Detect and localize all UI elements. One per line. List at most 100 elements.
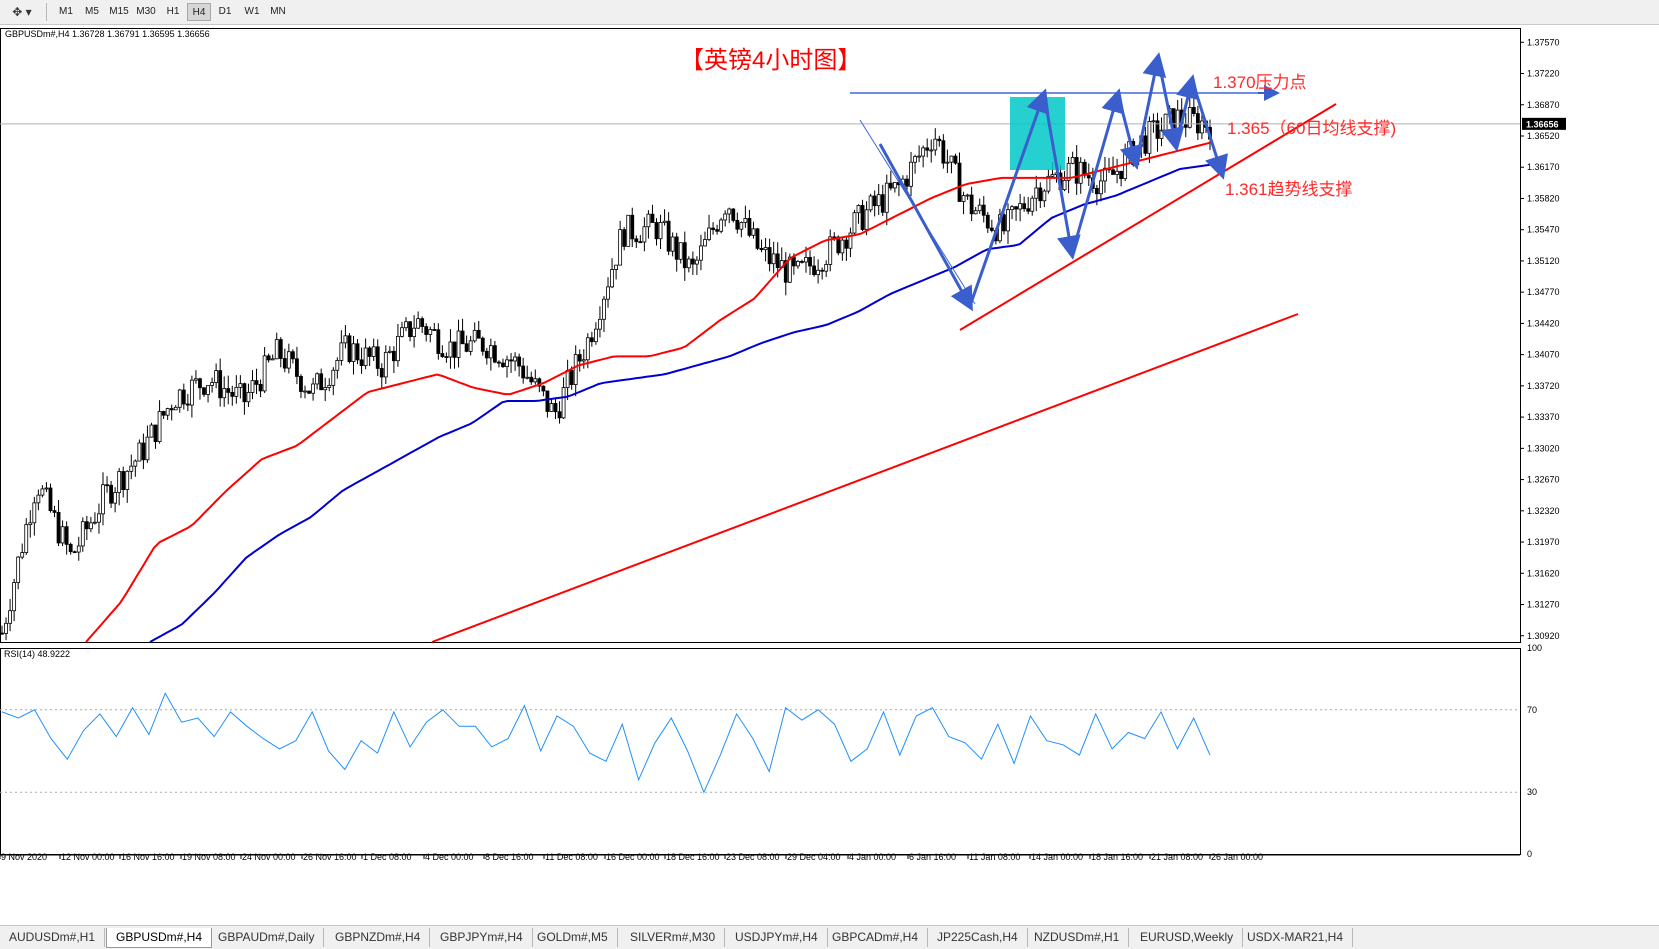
candle-body [1155,120,1160,139]
candle-body [840,239,845,254]
candle-body [189,379,194,406]
candle-body [97,513,101,523]
candle-body [371,346,376,357]
candle-body [864,209,869,230]
time-axis-label: 21 Jan 08:00 [1151,852,1203,862]
candle-body [274,339,279,360]
timeframe-d1-button[interactable]: D1 [218,6,232,17]
chart-tab-usdjpym-h4[interactable]: USDJPYm#,H4 [726,928,828,947]
candle-body [658,222,663,240]
candle-body [1062,179,1067,191]
cursor-tool-icon[interactable]: ✥ ▾ [12,5,32,19]
time-axis-label: 4 Jan 00:00 [849,852,896,862]
chart-toolbar: ✥ ▾ M1 M5 M15 M30 H1 H4 D1 W1 MN [0,0,1659,25]
candle-body [113,492,118,504]
candle-body [335,360,340,371]
timeframe-h1-button[interactable]: H1 [166,6,180,17]
price-axis-label: 1.35470 [1527,225,1560,235]
candle-body [985,214,990,229]
candle-body [157,411,162,443]
candle-body [383,351,388,378]
candle-body [565,370,570,389]
candle-body [969,194,974,215]
candle-body [1018,203,1023,210]
candle-body [497,361,501,364]
chart-tab-jp225cash-h4[interactable]: JP225Cash,H4 [928,928,1028,947]
rsi-axis-label: 100 [1527,643,1542,653]
timeframe-m15-button[interactable]: M15 [109,6,129,17]
candle-body [105,484,109,487]
candle-body [351,343,356,363]
candle-body [557,411,562,419]
candle-body [699,245,703,261]
price-axis-label: 1.31970 [1527,537,1560,547]
candle-body [60,526,65,544]
timeframe-h4-button[interactable]: H4 [187,3,211,21]
candle-body [36,494,41,504]
candle-body [12,582,17,612]
candle-body [76,545,81,553]
candle-body [941,140,946,164]
candle-body [828,236,833,265]
toolbar-separator [46,3,47,21]
candle-body [735,219,740,230]
chart-tab-gbpnzdm-h4[interactable]: GBPNZDm#,H4 [326,928,431,947]
candle-body [137,442,142,462]
candle-body [695,259,699,265]
candle-body [610,269,614,288]
rsi-label: RSI(14) 48.9222 [4,649,70,659]
candle-body [1030,197,1035,212]
candle-body [892,181,897,189]
candle-body [1050,174,1055,177]
candle-body [303,390,307,393]
candle-body [868,195,873,211]
candle-body [133,460,138,467]
candle-body [860,205,865,230]
chart-tab-goldm-m5[interactable]: GOLDm#,M5 [528,928,618,947]
candle-body [945,161,950,164]
chart-tab-gbpcadm-h4[interactable]: GBPCADm#,H4 [823,928,929,947]
timeframe-w1-button[interactable]: W1 [244,6,260,17]
candle-body [420,318,425,327]
candle-body [848,232,853,249]
timeframe-m5-button[interactable]: M5 [85,6,99,17]
candle-body [501,362,505,368]
chart-tab-gbpusdm-h4[interactable]: GBPUSDm#,H4 [106,928,213,948]
candle-body [933,138,938,151]
chart-tab-nzdusdm-h1[interactable]: NZDUSDm#,H1 [1025,928,1130,947]
trend-support-annotation: 1.361趋势线支撑 [1225,180,1353,199]
time-axis-label: 11 Jan 08:00 [969,852,1020,862]
candle-body [1006,209,1010,232]
timeframe-m1-button[interactable]: M1 [59,6,73,17]
price-axis-label: 1.32670 [1527,475,1560,485]
candle-body [573,354,578,385]
candle-body [585,337,590,361]
candle-body [480,337,485,352]
timeframe-mn-button[interactable]: MN [270,6,286,17]
timeframe-m30-button[interactable]: M30 [136,6,156,17]
candle-body [682,242,687,269]
rsi-axis-label: 0 [1527,849,1532,859]
chart-tab-audusdm-h1[interactable]: AUDUSDm#,H1 [0,928,106,947]
candle-body [400,327,404,337]
candle-body [72,551,77,554]
candle-body [20,552,25,558]
chart-tab-silverm-m30[interactable]: SILVERm#,M30 [621,928,726,947]
candle-body [307,390,311,394]
chart-tab-gbpjpym-h4[interactable]: GBPJPYm#,H4 [431,928,533,947]
candle-body [93,521,97,524]
chart-tab-eurusd-weekly[interactable]: EURUSD,Weekly [1131,928,1244,947]
chart-tab-usdx-mar21-h4[interactable]: USDX-MAR21,H4 [1238,928,1354,947]
candle-body [812,265,816,275]
candle-body [965,194,970,197]
wave-arrow [1042,93,1081,260]
time-axis-label: 6 Jan 16:00 [909,852,956,862]
price-axis-label: 1.31620 [1527,568,1560,578]
candle-body [1078,161,1083,184]
price-chart[interactable]: 1.37570 1.37220 1.36870 1.36520 1.36170 1.358… [0,24,1659,924]
candle-body [602,298,606,320]
candle-body [391,350,396,362]
candle-body [767,247,772,265]
candle-body [707,227,711,240]
chart-tab-gbpaudm-daily[interactable]: GBPAUDm#,Daily [209,928,325,947]
